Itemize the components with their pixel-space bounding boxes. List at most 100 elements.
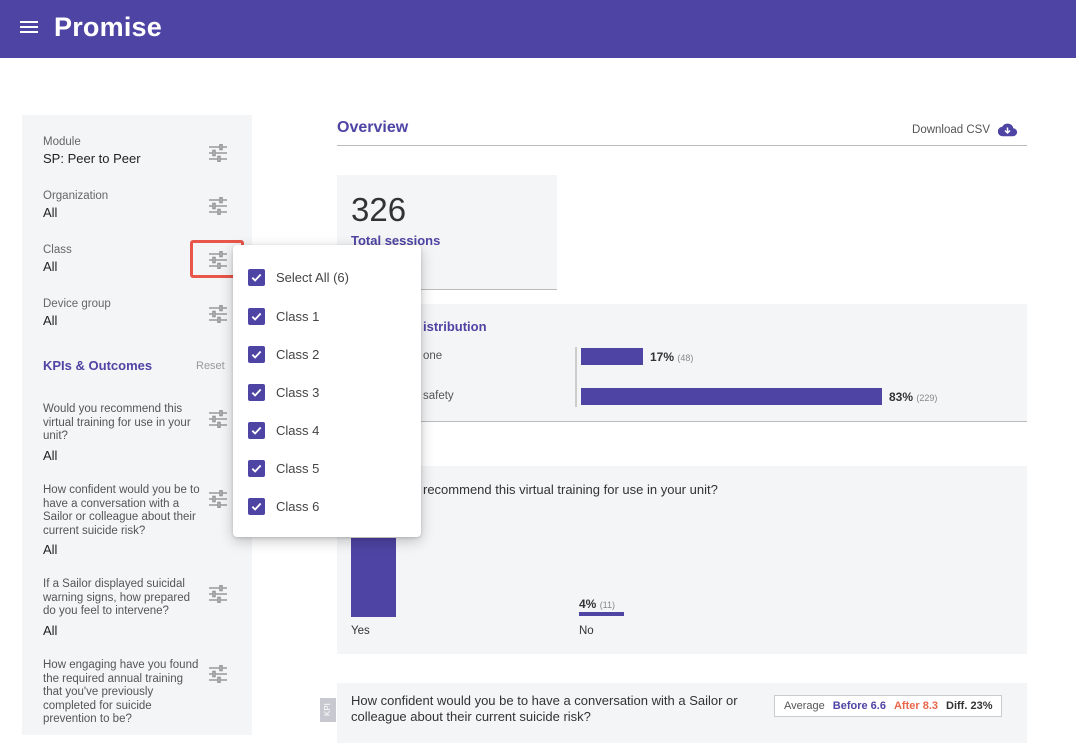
stat-value: 326 [351, 191, 407, 228]
distribution-percent: 83% [889, 390, 914, 404]
diff-value: Diff. 23% [946, 700, 993, 712]
after-value: After 8.3 [893, 700, 939, 712]
kpi-section-title: KPIs & Outcomes [43, 358, 153, 373]
kpi-question: How engaging have you found the required… [43, 659, 199, 725]
side-tab[interactable]: KPI [320, 698, 336, 722]
class-filter-dropdown: Select All (6) Class 1 Class 2 Class 3 C… [233, 245, 421, 537]
filter-value: All [43, 205, 58, 220]
app-bar: Promise [0, 0, 1076, 58]
checkbox[interactable] [248, 460, 265, 477]
dropdown-item-class-3[interactable]: Class 3 [248, 384, 319, 401]
cloud-download-icon [998, 123, 1017, 137]
download-label: Download CSV [912, 124, 990, 136]
tune-icon[interactable] [208, 489, 228, 509]
filter-label: Class [43, 244, 72, 256]
check-icon [251, 426, 262, 435]
dropdown-item-label: Select All (6) [276, 270, 349, 285]
filter-value: All [43, 313, 58, 328]
distribution-label: one [423, 350, 443, 362]
checkbox[interactable] [248, 269, 265, 286]
checkbox[interactable] [248, 498, 265, 515]
distribution-label: safety [423, 390, 454, 402]
filter-class: Class All [43, 244, 233, 274]
tune-icon[interactable] [208, 304, 228, 324]
kpi-filter: If a Sailor displayed suicidal warning s… [43, 578, 205, 637]
filter-value: SP: Peer to Peer [43, 151, 141, 166]
question-card: How confident would you be to have a con… [337, 683, 1027, 743]
dropdown-item-class-2[interactable]: Class 2 [248, 346, 319, 363]
check-icon [251, 502, 262, 511]
tune-icon[interactable] [208, 584, 228, 604]
filter-label: Organization [43, 190, 109, 202]
kpi-question: If a Sailor displayed suicidal warning s… [43, 578, 191, 617]
kpi-question: Would you recommend this virtual trainin… [43, 403, 191, 442]
kpi-question: How confident would you be to have a con… [43, 484, 200, 537]
app-title: Promise [54, 12, 162, 42]
question-card: recommend this virtual training for use … [337, 466, 1027, 654]
reset-button[interactable]: Reset [196, 360, 225, 372]
average-label: Average [784, 700, 825, 712]
bar-percent: 4% [579, 597, 597, 611]
distribution-count: (229) [916, 393, 938, 403]
check-icon [251, 464, 262, 473]
divider [337, 145, 1027, 146]
dropdown-item-class-6[interactable]: Class 6 [248, 498, 319, 515]
tune-icon[interactable] [208, 196, 228, 216]
page-title: Overview [337, 119, 409, 136]
dropdown-item-label: Class 3 [276, 385, 320, 400]
distribution-count: (48) [677, 353, 694, 363]
filter-label: Module [43, 136, 81, 148]
checkbox[interactable] [248, 308, 265, 325]
distribution-card: istribution one safety 17% (48) 83% (229… [337, 304, 1027, 422]
tune-icon[interactable] [208, 409, 228, 429]
checkbox[interactable] [248, 346, 265, 363]
dropdown-item-label: Class 2 [276, 347, 320, 362]
filter-sidebar: Module SP: Peer to Peer Organization All… [22, 115, 252, 735]
dropdown-item-label: Class 4 [276, 423, 320, 438]
dropdown-item-class-1[interactable]: Class 1 [248, 308, 319, 325]
bar-value-no: 4% (11) [579, 597, 615, 611]
average-summary: Average Before 6.6 After 8.3 Diff. 23% [774, 695, 1003, 717]
bar-label: No [579, 625, 594, 637]
divider [575, 347, 577, 407]
download-csv-button[interactable]: Download CSV [912, 123, 1017, 137]
distribution-bar [581, 348, 643, 365]
filter-label: Device group [43, 298, 111, 310]
check-icon [251, 388, 262, 397]
before-value: Before 6.6 [832, 700, 886, 712]
filter-organization: Organization All [43, 190, 233, 220]
question-text: recommend this virtual training for use … [423, 482, 718, 497]
filter-module: Module SP: Peer to Peer [43, 136, 233, 166]
dropdown-item-label: Class 1 [276, 309, 320, 324]
dropdown-item-class-5[interactable]: Class 5 [248, 460, 319, 477]
distribution-percent: 17% [650, 350, 675, 364]
question-text: How confident would you be to have a con… [351, 693, 738, 724]
tune-icon[interactable] [208, 664, 228, 684]
bar-label: Yes [351, 625, 370, 637]
filter-value: All [43, 259, 58, 274]
chart-bar-yes [351, 538, 396, 617]
kpi-filter: Would you recommend this virtual trainin… [43, 403, 205, 462]
menu-icon[interactable] [20, 21, 38, 35]
checkbox[interactable] [248, 422, 265, 439]
tune-icon[interactable] [208, 250, 228, 270]
distribution-bar [581, 388, 882, 405]
bar-count: (11) [599, 600, 616, 610]
kpi-value: All [43, 622, 58, 638]
check-icon [251, 350, 262, 359]
kpi-value: All [43, 447, 58, 463]
dropdown-item-select-all[interactable]: Select All (6) [248, 269, 349, 286]
dropdown-item-label: Class 6 [276, 499, 320, 514]
distribution-title: istribution [423, 319, 487, 334]
filter-device-group: Device group All [43, 298, 233, 328]
kpi-filter: How engaging have you found the required… [43, 659, 205, 727]
dropdown-item-class-4[interactable]: Class 4 [248, 422, 319, 439]
checkbox[interactable] [248, 384, 265, 401]
stat-label: Total sessions [351, 233, 441, 248]
check-icon [251, 312, 262, 321]
dropdown-item-label: Class 5 [276, 461, 320, 476]
chart-bar-no [579, 612, 624, 616]
tune-icon[interactable] [208, 143, 228, 163]
kpi-value: All [43, 542, 58, 557]
check-icon [251, 273, 262, 282]
